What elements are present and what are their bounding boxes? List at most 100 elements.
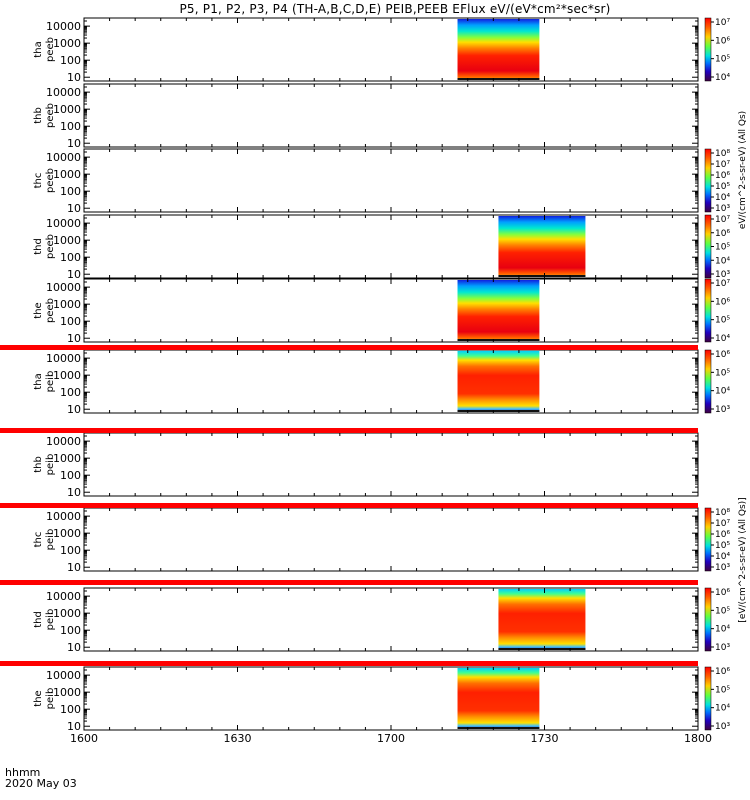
colorbar — [704, 666, 712, 731]
x-tick-label: 1700 — [377, 732, 405, 745]
panel-label-product: peeb — [45, 298, 56, 323]
y-tick-label: 10000 — [46, 151, 81, 164]
y-tick-label: 10 — [67, 641, 81, 654]
panel-label-probe: tha — [33, 41, 44, 57]
y-tick-label: 10000 — [46, 217, 81, 230]
y-tick-label: 10 — [67, 720, 81, 733]
colorbar-tick-label: 10⁶ — [715, 530, 730, 540]
red-stripe — [0, 661, 698, 666]
panel-frame — [83, 587, 699, 652]
colorbar-tick-label: 10⁴ — [715, 256, 730, 266]
low-energy-row — [498, 275, 586, 277]
spectrogram-block — [498, 216, 586, 277]
y-tick-label: 100 — [60, 703, 81, 716]
y-tick-label: 10000 — [46, 352, 81, 365]
panel-label-probe: thb — [33, 456, 44, 473]
y-tick-label: 1000 — [53, 686, 81, 699]
colorbar-tick-label: 10⁸ — [715, 508, 730, 518]
low-energy-row — [457, 727, 540, 729]
spectrogram-block — [457, 19, 540, 80]
panel-label-product: peeb — [45, 234, 56, 259]
panel-label-probe: tha — [33, 373, 44, 389]
panel-frame — [83, 148, 699, 213]
colorbar — [704, 587, 712, 652]
panel-frame — [83, 17, 699, 82]
colorbar-tick-label: 10⁵ — [715, 368, 730, 378]
panel-label-product: peeb — [45, 103, 56, 128]
y-tick-label: 1000 — [53, 369, 81, 382]
panel-label-probe: the — [33, 690, 44, 706]
y-tick-label: 100 — [60, 544, 81, 557]
colorbar-tick-label: 10⁵ — [715, 685, 730, 695]
panel-frame — [83, 507, 699, 572]
panel-label-product: peib — [45, 454, 56, 476]
panel-label-product: peeb — [45, 168, 56, 193]
colorbar-tick-label: 10⁴ — [715, 625, 730, 635]
spectrogram-block — [457, 668, 540, 729]
colorbar-tick-label: 10⁵ — [715, 316, 730, 326]
y-tick-label: 1000 — [53, 168, 81, 181]
red-stripe — [0, 503, 698, 508]
colorbar-tick-label: 10⁴ — [715, 387, 730, 397]
colorbar-tick-label: 10⁴ — [715, 334, 730, 344]
colorbar — [704, 17, 712, 82]
panel-frame — [83, 349, 699, 414]
panel-label-probe: thc — [33, 532, 44, 548]
colorbar — [704, 507, 712, 572]
low-energy-row — [457, 78, 540, 80]
y-tick-label: 10 — [67, 486, 81, 499]
y-tick-label: 100 — [60, 251, 81, 264]
x-tick-label: 1800 — [684, 732, 712, 745]
y-tick-label: 1000 — [53, 298, 81, 311]
spectrogram-block — [457, 351, 540, 412]
colorbar-tick-label: 10⁵ — [715, 182, 730, 192]
y-tick-label: 10 — [67, 403, 81, 416]
low-energy-row — [457, 410, 540, 412]
y-tick-label: 10 — [67, 137, 81, 150]
y-tick-label: 1000 — [53, 37, 81, 50]
y-tick-label: 1000 — [53, 234, 81, 247]
y-tick-label: 100 — [60, 120, 81, 133]
panel-frame — [83, 83, 699, 148]
panel-label-probe: the — [33, 302, 44, 318]
colorbar-tick-label: 10⁶ — [715, 667, 730, 677]
y-tick-label: 100 — [60, 469, 81, 482]
time-format-label: hhmm — [5, 766, 41, 779]
colorbar-tick-label: 10⁶ — [715, 171, 730, 181]
colorbar — [704, 278, 712, 343]
panel-label-probe: thc — [33, 173, 44, 189]
colorbar-tick-label: 10⁵ — [715, 541, 730, 551]
panel-frame — [83, 666, 699, 731]
panel-label-product: peib — [45, 688, 56, 710]
panel-label-product: peib — [45, 371, 56, 393]
colorbar-tick-label: 10⁴ — [715, 73, 730, 83]
panel-label-product: peeb — [45, 37, 56, 62]
colorbar-tick-label: 10⁶ — [715, 350, 730, 360]
colorbar-tick-label: 10⁶ — [715, 297, 730, 307]
panel-label-probe: thb — [33, 107, 44, 124]
colorbar-tick-label: 10⁸ — [715, 149, 730, 159]
spectrogram-block — [498, 589, 586, 650]
y-tick-label: 10 — [67, 268, 81, 281]
y-tick-label: 10000 — [46, 20, 81, 33]
y-tick-label: 1000 — [53, 527, 81, 540]
y-tick-label: 10000 — [46, 435, 81, 448]
y-tick-label: 10 — [67, 332, 81, 345]
colorbar-tick-label: 10⁴ — [715, 552, 730, 562]
colorbar — [704, 148, 712, 213]
red-stripe — [0, 345, 698, 350]
colorbar-tick-label: 10³ — [715, 722, 730, 732]
panel-frame — [83, 278, 699, 343]
spectrogram-block — [457, 280, 540, 341]
y-tick-label: 10000 — [46, 86, 81, 99]
x-tick-label: 1600 — [70, 732, 98, 745]
colorbar-tick-label: 10³ — [715, 405, 730, 415]
y-tick-label: 10 — [67, 561, 81, 574]
y-tick-label: 1000 — [53, 452, 81, 465]
red-stripe — [0, 428, 698, 433]
colorbar-title-electrons: eV/(cm^2-s-sr-eV) (All Qs) — [738, 111, 748, 229]
colorbar-tick-label: 10³ — [715, 204, 730, 214]
colorbar-tick-label: 10³ — [715, 270, 730, 280]
colorbar-tick-label: 10⁶ — [715, 588, 730, 598]
